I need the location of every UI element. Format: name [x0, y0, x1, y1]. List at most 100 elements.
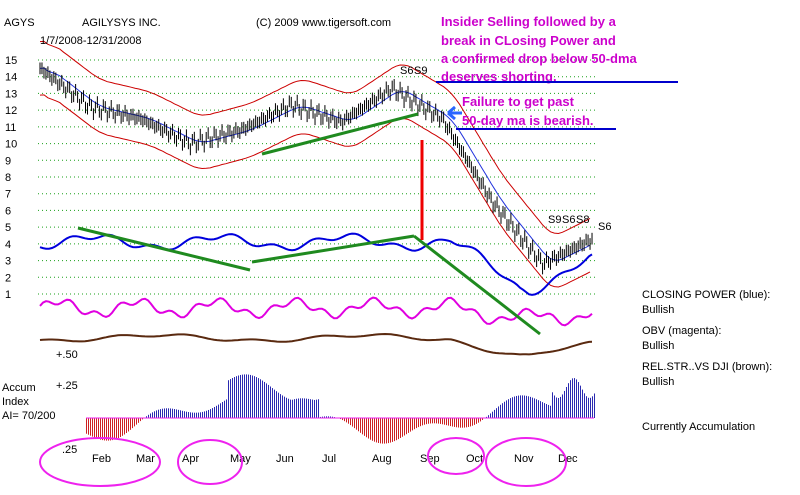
accum-bar [498, 406, 499, 418]
accum-bar [270, 386, 271, 418]
accum-bar [184, 411, 185, 418]
accum-bar [234, 377, 235, 418]
accum-bar [218, 404, 219, 418]
accum-bar [230, 379, 231, 418]
accum-bar [510, 398, 511, 418]
accum-bar [308, 398, 309, 418]
accum-bar [192, 412, 193, 418]
accum-bar [284, 396, 285, 418]
accum-bar [532, 397, 533, 418]
accum-bar [306, 398, 307, 418]
accum-bar [274, 389, 275, 418]
accum-bar [474, 418, 475, 425]
accum-bar [216, 405, 217, 418]
accum-bar [320, 416, 321, 418]
accum-bar [248, 374, 249, 418]
accum-bar [202, 411, 203, 418]
accum-bar [148, 414, 149, 418]
accum-bar [162, 408, 163, 418]
accum-bar [488, 415, 489, 418]
lower-band [39, 94, 591, 288]
accum-bar [526, 395, 527, 418]
y-tick-label: 11 [5, 122, 16, 134]
accum-bar [364, 418, 365, 436]
accum-bar [546, 404, 547, 418]
accum-bar [322, 416, 323, 418]
accum-bar [550, 405, 551, 418]
accum-bar [160, 409, 161, 418]
accum-bar [504, 401, 505, 418]
accum-bar [288, 398, 289, 418]
accum-bar [232, 377, 233, 418]
annotation-failure-line1: Failure to get past [462, 94, 575, 109]
accum-bar [564, 390, 565, 418]
accum-bar [492, 411, 493, 418]
accum-bar [568, 383, 569, 418]
accum-bar [410, 418, 411, 432]
accum-bar [206, 410, 207, 418]
accum-bar [104, 418, 105, 441]
accum-bar [428, 418, 429, 424]
accum-bar [254, 376, 255, 418]
accum-bar [378, 418, 379, 443]
y-tick-label: 12 [5, 105, 17, 117]
closing-power-status: Bullish [642, 304, 674, 316]
accum-title: Accum [2, 382, 36, 394]
accum-bar [360, 418, 361, 433]
p25-label: .25 [62, 444, 77, 456]
accum-bar [502, 403, 503, 418]
accum-bar [134, 418, 135, 427]
accum-bar [404, 418, 405, 436]
accum-bar [250, 374, 251, 418]
x-tick-label: Jul [322, 453, 336, 465]
accum-bar [540, 401, 541, 418]
accum-bar [118, 418, 119, 439]
accum-bar [396, 418, 397, 441]
accum-bar [438, 418, 439, 424]
accum-bar [406, 418, 407, 435]
accum-bar [342, 418, 343, 421]
accum-bar [500, 404, 501, 418]
accum-bar [426, 418, 427, 425]
accum-bar [412, 418, 413, 431]
accum-bar [370, 418, 371, 440]
y-tick-label: 9 [5, 155, 11, 167]
accum-bar [228, 380, 229, 418]
accum-bar [128, 418, 129, 432]
y-tick-label: 2 [5, 272, 11, 284]
highlight-circle [39, 437, 161, 487]
accum-bar [90, 418, 91, 436]
accum-bar [478, 418, 479, 423]
y-tick-label: 8 [5, 172, 11, 184]
accum-bar [146, 416, 147, 418]
accum-bar [302, 398, 303, 418]
accum-bar [552, 392, 553, 418]
accum-bar [198, 412, 199, 418]
accum-bar [130, 418, 131, 430]
accum-bar [408, 418, 409, 433]
accum-bar [318, 399, 319, 418]
accum-bar [368, 418, 369, 439]
signal-s8-dec: S8 [576, 214, 589, 226]
signal-s6-aug: S6 [400, 65, 413, 77]
accum-bar [520, 395, 521, 418]
y-tick-label: 10 [5, 139, 17, 151]
accum-bar [344, 418, 345, 422]
accum-bar [372, 418, 373, 441]
accum-bar [460, 418, 461, 428]
accum-bar [260, 379, 261, 418]
accum-bar [512, 397, 513, 418]
annotation-insider-line4: deserves shorting. [441, 69, 557, 84]
accum-bar [524, 395, 525, 418]
accum-bar [86, 418, 87, 434]
accum-bar [114, 418, 115, 440]
accum-bar [398, 418, 399, 440]
accum-bar [328, 416, 329, 418]
accum-bar [286, 397, 287, 418]
accum-bar [424, 418, 425, 425]
accum-bar [420, 418, 421, 427]
highlight-circle [485, 437, 567, 487]
accum-bar [150, 413, 151, 418]
accum-bar [224, 400, 225, 418]
